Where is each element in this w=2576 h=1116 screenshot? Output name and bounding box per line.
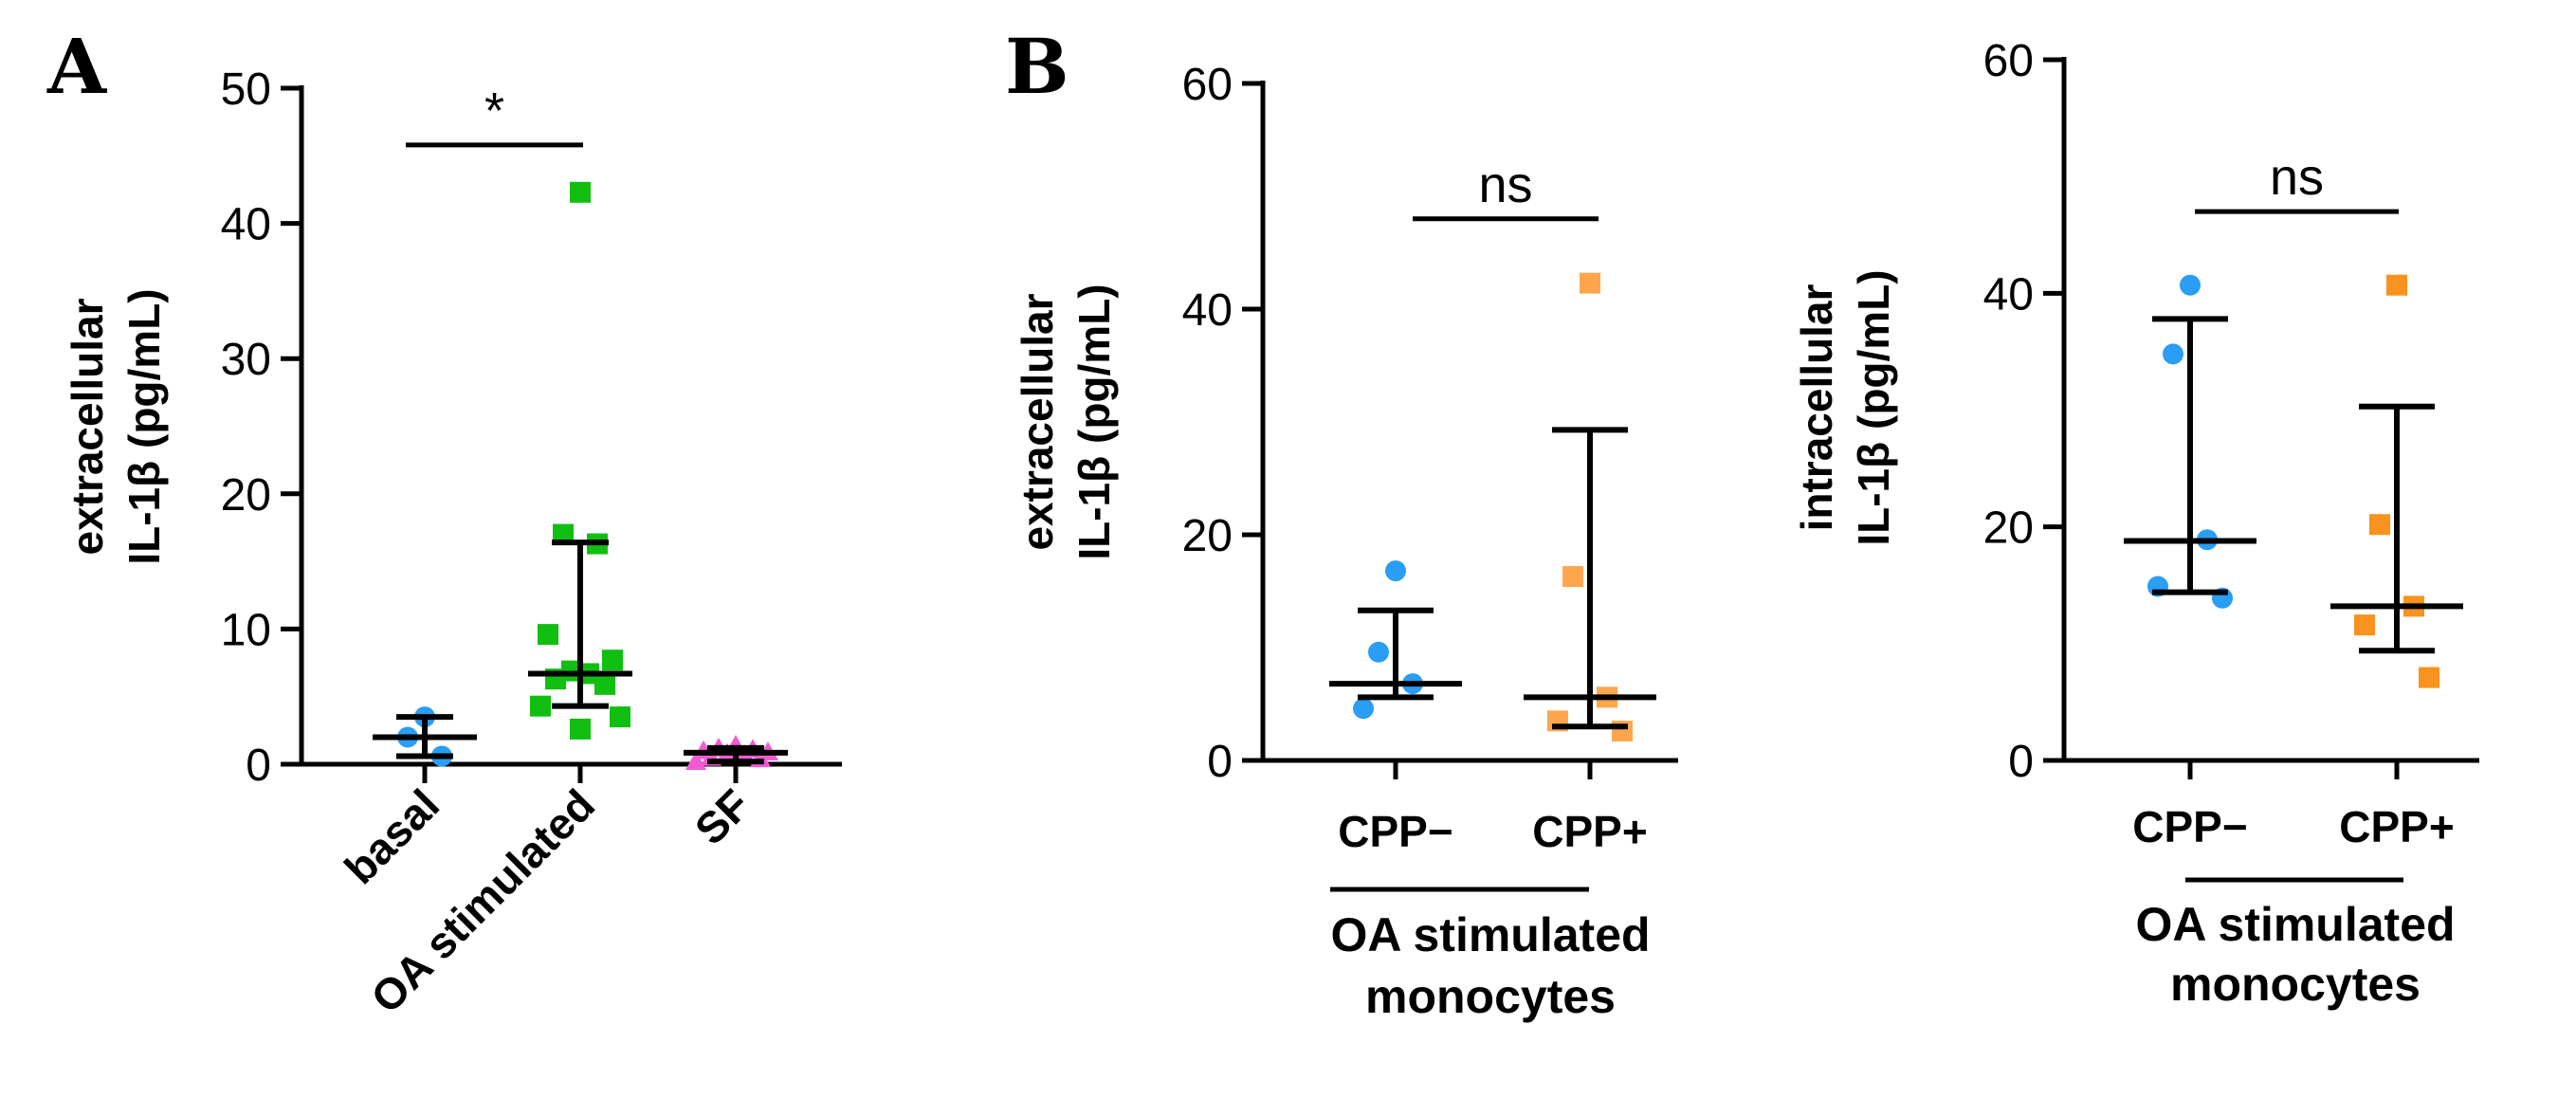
y-tick-label: 20 [221,470,271,521]
y-tick-label: 60 [1983,36,2034,86]
y-tick-label: 0 [2008,737,2034,787]
y-tick-label: 20 [1182,511,1233,561]
y-tick-label: 30 [221,335,271,385]
data-point [602,649,623,671]
significance-label: ns [2270,149,2324,206]
y-tick-label: 40 [221,200,271,250]
series-sf [684,735,788,770]
data-point [2386,274,2407,296]
significance-label: * [484,82,504,139]
group-label-line2: monocytes [1365,970,1616,1023]
y-axis-title-line1: extracellular [63,298,112,555]
data-point [570,181,591,203]
series-cpp- [1329,560,1462,720]
data-point [1353,698,1374,720]
y-tick-label: 40 [1983,269,2034,320]
data-point [1385,560,1406,582]
data-point [2419,667,2439,688]
data-point [2180,274,2201,296]
series-cpp- [2124,274,2256,609]
data-point [1580,272,1600,294]
chart-b-intracellular: 0 20 40 60 intracellular IL-1β (pg/mL) CPP− CPP… [1792,36,2479,1011]
data-point [530,695,551,717]
data-point [2354,614,2375,636]
y-tick-label: 50 [221,64,271,115]
series-cpp- [2330,274,2463,688]
category-label: CPP− [2132,802,2247,851]
y-axis-title-line2: IL-1β (pg/mL) [119,288,169,564]
data-point [685,751,706,770]
y-tick-label: 0 [1207,737,1233,787]
data-point [2163,343,2183,365]
category-label: CPP+ [1532,807,1647,856]
category-label: CPP− [1338,807,1452,856]
y-tick-label: 0 [246,741,271,791]
data-point [570,718,591,740]
group-label-line1: OA stimulated [1330,908,1650,961]
y-axis-title-line2: IL-1β (pg/mL) [1069,284,1119,559]
data-point [594,673,615,695]
data-point [1368,641,1389,663]
y-tick-label: 60 [1182,60,1233,110]
significance-label: ns [1478,156,1532,213]
group-label-line1: OA stimulated [2135,898,2455,951]
category-label: basal [335,779,448,893]
panel-letter-a: A [46,22,107,111]
y-axis-title-line1: intracellular [1792,284,1841,532]
chart-b-extracellular: 0 20 40 60 extracellular IL-1β (pg/mL) CPP− CPP… [1013,60,1678,1023]
panel-letter-b: B [1005,22,1069,111]
series-oa-stimulated [528,181,632,740]
group-label-line2: monocytes [2170,958,2421,1011]
y-axis-title-line1: extracellular [1013,293,1062,550]
y-tick-label: 40 [1182,285,1233,336]
y-tick-label: 20 [1983,503,2034,554]
data-point [610,706,630,728]
category-label: CPP+ [2339,802,2454,851]
data-point [553,523,574,545]
category-label: SF [685,779,759,853]
data-point [2369,514,2390,536]
y-axis-title-line2: IL-1β (pg/mL) [1849,269,1898,545]
series-cpp- [1524,272,1656,742]
chart-a: 0 10 20 30 40 50 extracellular IL-1β (pg/mL) bas… [63,64,842,1022]
series-basal [373,706,477,767]
data-point [1562,566,1583,588]
y-tick-label: 10 [221,605,271,655]
data-point [538,624,558,646]
